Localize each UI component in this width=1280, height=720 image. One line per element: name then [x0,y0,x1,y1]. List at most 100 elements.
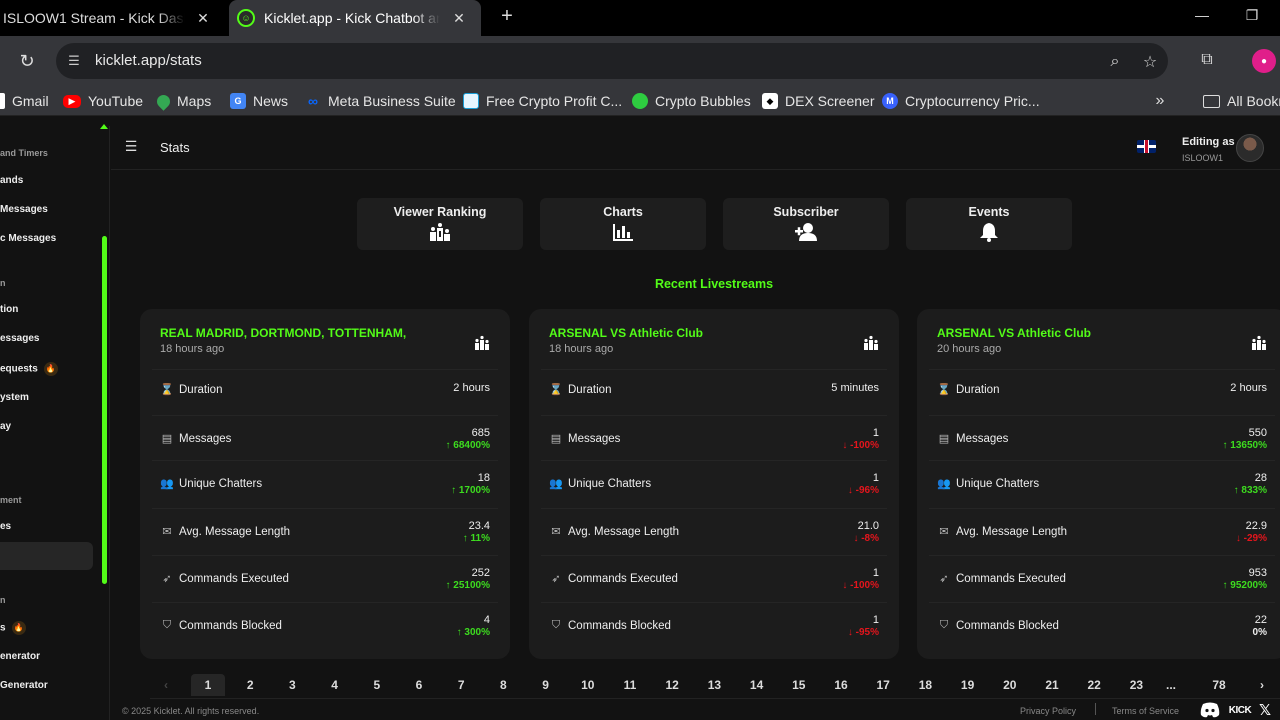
stream-time: 18 hours ago [160,343,225,355]
browser-tab-kick-dashboard[interactable]: ISLOOW1 Stream - Kick Dashboard ✕ [0,0,225,36]
profile-avatar-icon[interactable]: ● [1252,49,1276,73]
page-button-17[interactable]: 17 [876,678,890,692]
bookmark-star-icon[interactable]: ☆ [1142,54,1158,71]
next-page-button[interactable]: › [1260,678,1264,692]
minimize-icon[interactable]: — [1195,7,1209,23]
stat-label: ✉ Avg. Message Length [549,525,679,539]
page-button-16[interactable]: 16 [834,678,848,692]
users-icon: 👥 [160,478,174,490]
sidebar-item-overlay[interactable]: ay [0,421,12,432]
page-button-21[interactable]: 21 [1045,678,1059,692]
terms-of-service-link[interactable]: Terms of Service [1112,706,1180,716]
close-tab-icon[interactable]: ✕ [197,9,209,26]
page-button-5[interactable]: 5 [373,678,381,692]
ranking-icon[interactable] [474,335,490,351]
bookmark-label: Free Crypto Profit C... [486,93,623,109]
stat-label-text: Avg. Message Length [179,525,291,538]
sidebar-scrollbar[interactable] [102,236,107,584]
page-button-11[interactable]: 11 [623,678,637,692]
charts-button[interactable]: Charts [540,198,706,250]
sidebar-item-es[interactable]: es [0,521,12,532]
nav-label: Events [968,205,1010,219]
page-button-20[interactable]: 20 [1003,678,1017,692]
bookmark-gmail[interactable]: Gmail [0,92,49,110]
page-button-22[interactable]: 22 [1087,678,1101,692]
address-bar[interactable]: ☰ kicklet.app/stats ⌕ ☆ [56,43,1168,79]
ranking-icon[interactable] [863,335,879,351]
bookmark-news[interactable]: G News [230,92,288,110]
livestream-card[interactable]: ARSENAL VS Athletic Club 20 hours ago ⌛ … [917,309,1280,659]
sidebar-item-generator-2[interactable]: Generator [0,680,48,691]
page-button-78[interactable]: 78 [1212,678,1226,692]
bookmark-cryptocurrency-prices[interactable]: M Cryptocurrency Pric... [882,92,1040,110]
url-text[interactable]: kicklet.app/stats [95,52,202,69]
bookmark-free-crypto-profit[interactable]: Free Crypto Profit C... [463,92,622,110]
bookmark-youtube[interactable]: ▶ YouTube [63,92,143,110]
sidebar-item-moderation[interactable]: tion [0,304,19,315]
new-tab-button[interactable]: + [501,4,513,27]
kick-icon[interactable]: KICK [1228,704,1252,716]
sidebar-item-generator-1[interactable]: enerator [0,651,41,662]
avatar[interactable] [1236,134,1264,162]
close-tab-icon[interactable]: ✕ [453,9,465,26]
livestream-card[interactable]: ARSENAL VS Athletic Club 18 hours ago ⌛ … [529,309,899,659]
page-button-2[interactable]: 2 [246,678,254,692]
sidebar: and Timers ands Messages c Messages n ti… [0,124,110,720]
stream-time: 20 hours ago [937,343,1002,355]
page-button-19[interactable]: 19 [960,678,975,692]
bookmark-dex-screener[interactable]: ◆ DEX Screener [762,92,874,110]
ranking-icon[interactable] [1251,335,1267,351]
page-button-18[interactable]: 18 [918,678,933,692]
bookmark-all-bookmarks[interactable]: All Bookmarks [1203,92,1280,110]
reload-icon[interactable]: ↻ [19,50,35,71]
stat-value: 22 [1254,614,1267,626]
stat-label-text: Commands Executed [568,572,678,585]
viewer-ranking-button[interactable]: Viewer Ranking [357,198,523,250]
menu-toggle-icon[interactable]: ☰ [124,137,138,154]
sidebar-item-messages-2[interactable]: essages [0,333,40,344]
bookmark-crypto-bubbles[interactable]: Crypto Bubbles [632,92,751,110]
page-button-1[interactable]: 1 [191,674,225,696]
youtube-icon: ▶ [63,94,81,108]
bar-chart-icon [613,224,633,241]
page-button-10[interactable]: 10 [581,678,595,692]
page-button-7[interactable]: 7 [457,678,465,692]
zoom-search-icon[interactable]: ⌕ [1110,53,1120,70]
page-button-3[interactable]: 3 [289,678,296,692]
bookmarks-overflow-icon[interactable]: » [1155,92,1165,109]
livestream-card[interactable]: REAL MADRID, DORTMOND, TOTTENHAM, 18 hou… [140,309,510,659]
subscriber-button[interactable]: Subscriber [723,198,889,250]
uk-flag-icon[interactable] [1137,140,1156,153]
sidebar-item-s[interactable]: s 🔥 [0,621,26,635]
x-icon[interactable]: 𝕏 [1258,702,1272,719]
bookmark-maps[interactable]: Maps [154,91,211,111]
page-button-9[interactable]: 9 [542,678,549,692]
page-button-15[interactable]: 15 [792,678,806,692]
discord-icon[interactable] [1199,701,1221,719]
bookmark-meta-business-suite[interactable]: ∞ Meta Business Suite [305,92,456,110]
page-button-6[interactable]: 6 [415,678,423,692]
page-button-23[interactable]: 23 [1129,678,1144,692]
envelope-icon: ✉ [939,526,949,538]
page-button-14[interactable]: 14 [749,678,764,692]
page-button-12[interactable]: 12 [665,678,679,692]
events-button[interactable]: Events [906,198,1072,250]
sidebar-item-system[interactable]: ystem [0,392,29,403]
browser-tab-kicklet[interactable]: ☺ Kicklet.app - Kick Chatbot and Overlay… [229,0,481,36]
stat-label-text: Unique Chatters [956,477,1040,490]
page-button-4[interactable]: 4 [331,678,338,692]
sidebar-item-commands[interactable]: ands [0,175,24,186]
page-button-8[interactable]: 8 [500,678,507,692]
previous-page-button[interactable]: ‹ [164,678,168,692]
page-button-13[interactable]: 13 [707,678,722,692]
privacy-policy-link[interactable]: Privacy Policy [1020,706,1077,716]
sidebar-item-requests[interactable]: equests 🔥 [0,362,58,376]
site-info-icon[interactable]: ☰ [68,53,80,68]
stat-row-avg-message-length: ✉ Avg. Message Length 21.0 ↓ -8% [541,508,887,554]
scroll-up-icon[interactable] [100,124,108,129]
restore-icon[interactable]: ❐ [1245,6,1259,23]
sidebar-item-periodic-messages[interactable]: c Messages [0,233,57,244]
page-header: ☰ Stats Editing as ISLOOW1 [111,126,1280,170]
sidebar-item-messages[interactable]: Messages [0,204,48,215]
extensions-icon[interactable]: ⧉ [1201,51,1213,68]
